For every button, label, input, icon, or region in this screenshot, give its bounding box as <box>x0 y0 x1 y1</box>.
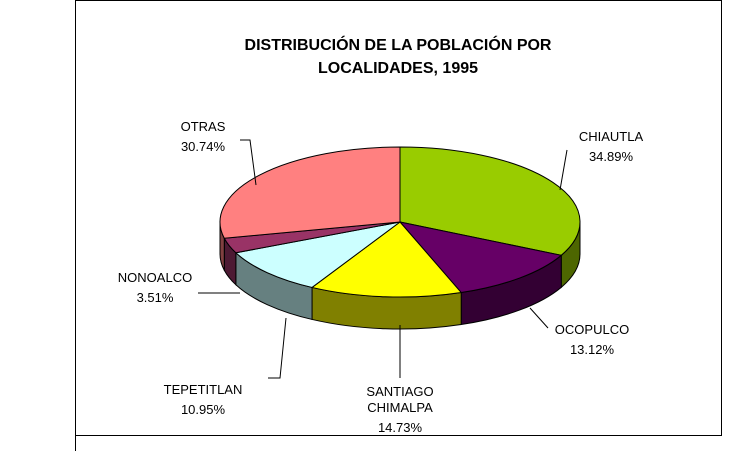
slice-label: CHIAUTLA <box>578 129 644 144</box>
slice-label: SANTIAGO CHIMALPA <box>366 384 434 415</box>
slice <box>234 221 401 288</box>
slice <box>219 146 401 239</box>
chart-title: DISTRIBUCIÓN DE LA POBLACIÓN POR LOCALID… <box>244 37 552 77</box>
leader-line <box>240 139 257 186</box>
slice-label: OCOPULCO <box>554 322 630 337</box>
slice-label: NONOALCO <box>117 270 193 285</box>
value-label: 30.74% <box>180 139 226 154</box>
slice <box>399 146 581 256</box>
slice <box>398 221 563 294</box>
value-label: 3.51% <box>136 290 174 305</box>
slice <box>310 221 463 298</box>
value-label: 34.89% <box>588 149 634 164</box>
slice-label: OTRAS <box>180 119 226 134</box>
value-label: 13.12% <box>569 342 615 357</box>
leader-line <box>559 149 568 191</box>
leader-line <box>529 307 549 329</box>
value-label: 14.73% <box>377 420 423 435</box>
leader-line <box>268 317 287 379</box>
plot-frame <box>75 0 722 436</box>
slice-label: TEPETITLAN <box>163 382 243 397</box>
value-label: 10.95% <box>180 402 226 417</box>
